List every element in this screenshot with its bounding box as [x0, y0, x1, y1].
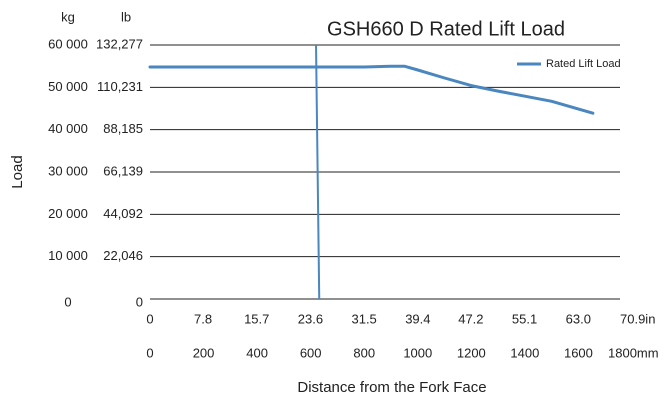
y2-unit: lb [121, 9, 131, 24]
y-axis-label: Load [9, 155, 26, 188]
y2-tick-label: 66,139 [103, 163, 143, 178]
x2-tick-label: 7.8 [194, 311, 212, 326]
y-tick-label: 20 000 [48, 206, 88, 221]
y-unit: kg [61, 9, 75, 24]
x2-tick-label: 70.9in [620, 311, 655, 326]
legend-label: Rated Lift Load [546, 58, 621, 70]
x-tick-label: 0 [146, 345, 153, 360]
y2-tick-label: 110,231 [97, 79, 143, 94]
x2-tick-label: 47.2 [458, 311, 483, 326]
x2-tick-label: 15.7 [244, 311, 269, 326]
x-tick-label: 1400 [510, 345, 539, 360]
y-tick-label: 40 000 [48, 121, 88, 136]
chart-title: GSH660 D Rated Lift Load [327, 18, 565, 40]
x2-tick-label: 39.4 [405, 311, 430, 326]
x-tick-label: 200 [193, 345, 215, 360]
marker-line [315, 44, 321, 300]
x2-tick-label: 0 [146, 311, 153, 326]
x2-tick-label: 63.0 [566, 311, 591, 326]
data-line [148, 64, 595, 115]
y-tick-label: 0 [64, 294, 71, 309]
x-tick-label: 400 [246, 345, 268, 360]
y-tick-label: 10 000 [48, 248, 88, 263]
y-tick-label: 60 000 [48, 36, 88, 51]
x-tick-label: 1200 [457, 345, 486, 360]
y2-tick-label: 132,277 [96, 36, 143, 51]
x-tick-label: 1600 [564, 345, 593, 360]
y-tick-label: 30 000 [48, 163, 88, 178]
y2-tick-label: 0 [136, 294, 143, 309]
y-tick-label: 50 000 [48, 79, 88, 94]
x2-tick-label: 55.1 [512, 311, 537, 326]
x-tick-label: 1000 [403, 345, 432, 360]
y2-tick-label: 22,046 [103, 248, 143, 263]
x-tick-label: 1800mm [608, 345, 659, 360]
x-tick-label: 800 [353, 345, 375, 360]
x-tick-label: 600 [300, 345, 322, 360]
x2-tick-label: 23.6 [298, 311, 323, 326]
y2-tick-label: 88,185 [103, 121, 143, 136]
x-axis-label: Distance from the Fork Face [297, 379, 486, 396]
y2-tick-label: 44,092 [103, 206, 143, 221]
x2-tick-label: 31.5 [351, 311, 376, 326]
